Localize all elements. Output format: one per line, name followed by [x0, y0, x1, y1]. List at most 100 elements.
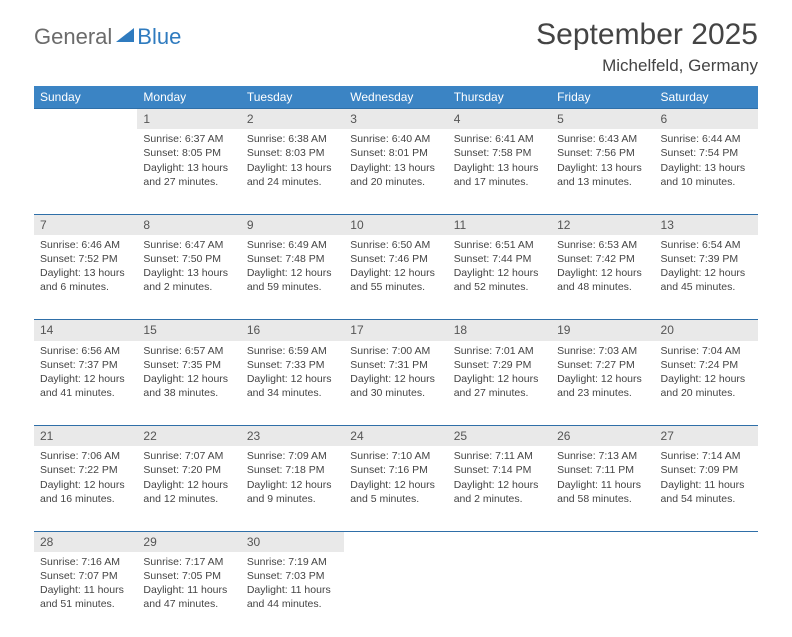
sunset-text: Sunset: 8:05 PM	[143, 146, 234, 160]
day-number-cell: 17	[344, 320, 447, 341]
sunrise-text: Sunrise: 6:38 AM	[247, 132, 338, 146]
day-number-cell: 26	[551, 426, 654, 447]
sunrise-text: Sunrise: 7:16 AM	[40, 555, 131, 569]
day-info-cell: Sunrise: 7:04 AMSunset: 7:24 PMDaylight:…	[655, 341, 758, 426]
day2-text: and 54 minutes.	[661, 492, 752, 506]
day2-text: and 34 minutes.	[247, 386, 338, 400]
day-info-cell: Sunrise: 6:41 AMSunset: 7:58 PMDaylight:…	[448, 129, 551, 214]
day2-text: and 38 minutes.	[143, 386, 234, 400]
sunset-text: Sunset: 7:22 PM	[40, 463, 131, 477]
day-info-cell: Sunrise: 6:46 AMSunset: 7:52 PMDaylight:…	[34, 235, 137, 320]
day-number-cell: 7	[34, 214, 137, 235]
sunset-text: Sunset: 7:35 PM	[143, 358, 234, 372]
day2-text: and 23 minutes.	[557, 386, 648, 400]
sunrise-text: Sunrise: 7:10 AM	[350, 449, 441, 463]
day1-text: Daylight: 13 hours	[350, 161, 441, 175]
day-info-cell: Sunrise: 7:03 AMSunset: 7:27 PMDaylight:…	[551, 341, 654, 426]
month-title: September 2025	[536, 18, 758, 52]
day-info-cell	[551, 552, 654, 637]
day-info-cell: Sunrise: 6:51 AMSunset: 7:44 PMDaylight:…	[448, 235, 551, 320]
day-info-cell: Sunrise: 6:59 AMSunset: 7:33 PMDaylight:…	[241, 341, 344, 426]
sunrise-text: Sunrise: 6:51 AM	[454, 238, 545, 252]
day-number-cell: 19	[551, 320, 654, 341]
sunset-text: Sunset: 7:07 PM	[40, 569, 131, 583]
day-number-cell: 2	[241, 109, 344, 130]
weekday-header: Wednesday	[344, 86, 447, 109]
day1-text: Daylight: 12 hours	[40, 372, 131, 386]
day1-text: Daylight: 12 hours	[143, 478, 234, 492]
sunset-text: Sunset: 7:44 PM	[454, 252, 545, 266]
day-info-cell: Sunrise: 6:44 AMSunset: 7:54 PMDaylight:…	[655, 129, 758, 214]
day1-text: Daylight: 12 hours	[350, 372, 441, 386]
sunset-text: Sunset: 7:39 PM	[661, 252, 752, 266]
day-info-cell	[448, 552, 551, 637]
day-number-cell: 27	[655, 426, 758, 447]
day1-text: Daylight: 13 hours	[143, 161, 234, 175]
day-info-cell	[344, 552, 447, 637]
day-info-cell: Sunrise: 7:10 AMSunset: 7:16 PMDaylight:…	[344, 446, 447, 531]
day-number-cell: 30	[241, 531, 344, 552]
day1-text: Daylight: 12 hours	[247, 372, 338, 386]
day2-text: and 27 minutes.	[454, 386, 545, 400]
day-number-cell: 21	[34, 426, 137, 447]
day-info-cell: Sunrise: 6:38 AMSunset: 8:03 PMDaylight:…	[241, 129, 344, 214]
day1-text: Daylight: 12 hours	[557, 372, 648, 386]
sunrise-text: Sunrise: 7:19 AM	[247, 555, 338, 569]
day-info-row: Sunrise: 7:06 AMSunset: 7:22 PMDaylight:…	[34, 446, 758, 531]
day-number-cell: 23	[241, 426, 344, 447]
day2-text: and 12 minutes.	[143, 492, 234, 506]
day-info-cell: Sunrise: 7:19 AMSunset: 7:03 PMDaylight:…	[241, 552, 344, 637]
day-number-cell: 10	[344, 214, 447, 235]
sunrise-text: Sunrise: 6:59 AM	[247, 344, 338, 358]
day-info-cell: Sunrise: 6:43 AMSunset: 7:56 PMDaylight:…	[551, 129, 654, 214]
sunrise-text: Sunrise: 6:43 AM	[557, 132, 648, 146]
day2-text: and 41 minutes.	[40, 386, 131, 400]
day2-text: and 24 minutes.	[247, 175, 338, 189]
day-info-cell: Sunrise: 6:47 AMSunset: 7:50 PMDaylight:…	[137, 235, 240, 320]
day1-text: Daylight: 11 hours	[661, 478, 752, 492]
day2-text: and 47 minutes.	[143, 597, 234, 611]
sunset-text: Sunset: 7:58 PM	[454, 146, 545, 160]
day-info-cell: Sunrise: 7:06 AMSunset: 7:22 PMDaylight:…	[34, 446, 137, 531]
day-number-cell: 6	[655, 109, 758, 130]
day2-text: and 55 minutes.	[350, 280, 441, 294]
sunset-text: Sunset: 7:50 PM	[143, 252, 234, 266]
sunrise-text: Sunrise: 7:07 AM	[143, 449, 234, 463]
day1-text: Daylight: 12 hours	[247, 266, 338, 280]
sunset-text: Sunset: 7:29 PM	[454, 358, 545, 372]
sunset-text: Sunset: 7:52 PM	[40, 252, 131, 266]
day-info-cell: Sunrise: 7:07 AMSunset: 7:20 PMDaylight:…	[137, 446, 240, 531]
day2-text: and 59 minutes.	[247, 280, 338, 294]
calendar-table: Sunday Monday Tuesday Wednesday Thursday…	[34, 86, 758, 637]
weekday-header: Friday	[551, 86, 654, 109]
sunrise-text: Sunrise: 6:53 AM	[557, 238, 648, 252]
day2-text: and 5 minutes.	[350, 492, 441, 506]
sunrise-text: Sunrise: 7:01 AM	[454, 344, 545, 358]
day1-text: Daylight: 13 hours	[454, 161, 545, 175]
day-number-cell: 11	[448, 214, 551, 235]
day1-text: Daylight: 13 hours	[40, 266, 131, 280]
sunrise-text: Sunrise: 7:04 AM	[661, 344, 752, 358]
day-info-cell: Sunrise: 7:01 AMSunset: 7:29 PMDaylight:…	[448, 341, 551, 426]
day1-text: Daylight: 12 hours	[350, 478, 441, 492]
day-number-cell	[448, 531, 551, 552]
day2-text: and 9 minutes.	[247, 492, 338, 506]
day-number-cell: 9	[241, 214, 344, 235]
day2-text: and 16 minutes.	[40, 492, 131, 506]
sunset-text: Sunset: 7:33 PM	[247, 358, 338, 372]
weekday-header: Sunday	[34, 86, 137, 109]
day2-text: and 27 minutes.	[143, 175, 234, 189]
weekday-header: Tuesday	[241, 86, 344, 109]
day-number-cell: 18	[448, 320, 551, 341]
day-number-cell	[655, 531, 758, 552]
day-info-cell: Sunrise: 7:13 AMSunset: 7:11 PMDaylight:…	[551, 446, 654, 531]
sunset-text: Sunset: 7:20 PM	[143, 463, 234, 477]
day1-text: Daylight: 12 hours	[350, 266, 441, 280]
day-number-cell	[551, 531, 654, 552]
day-info-cell: Sunrise: 7:11 AMSunset: 7:14 PMDaylight:…	[448, 446, 551, 531]
sunrise-text: Sunrise: 7:11 AM	[454, 449, 545, 463]
day1-text: Daylight: 13 hours	[557, 161, 648, 175]
day-number-cell: 1	[137, 109, 240, 130]
day-number-cell	[344, 531, 447, 552]
day-info-cell: Sunrise: 7:17 AMSunset: 7:05 PMDaylight:…	[137, 552, 240, 637]
